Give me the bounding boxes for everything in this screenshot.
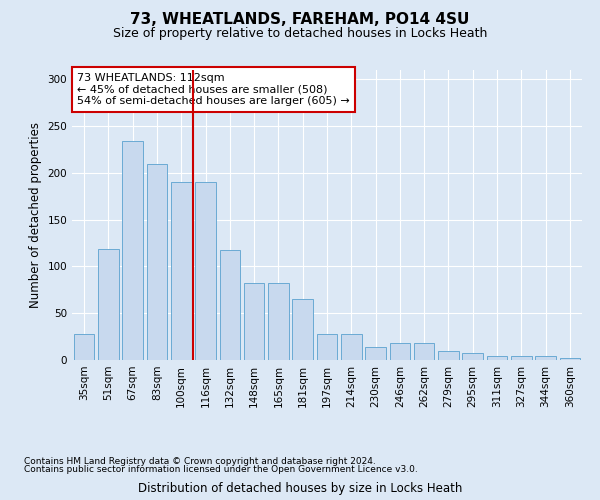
Text: 73 WHEATLANDS: 112sqm
← 45% of detached houses are smaller (508)
54% of semi-det: 73 WHEATLANDS: 112sqm ← 45% of detached …	[77, 73, 350, 106]
Bar	[220, 250, 240, 360]
Bar	[292, 299, 313, 360]
Bar	[341, 334, 362, 360]
Text: Contains public sector information licensed under the Open Government Licence v3: Contains public sector information licen…	[24, 465, 418, 474]
Bar	[317, 334, 337, 360]
Bar	[463, 354, 483, 360]
Bar	[195, 182, 216, 360]
Bar	[511, 356, 532, 360]
Bar	[535, 356, 556, 360]
Bar	[365, 347, 386, 360]
Bar	[244, 284, 265, 360]
Text: Size of property relative to detached houses in Locks Heath: Size of property relative to detached ho…	[113, 28, 487, 40]
Bar	[487, 356, 508, 360]
Text: Contains HM Land Registry data © Crown copyright and database right 2024.: Contains HM Land Registry data © Crown c…	[24, 457, 376, 466]
Y-axis label: Number of detached properties: Number of detached properties	[29, 122, 42, 308]
Bar	[438, 350, 459, 360]
Bar	[122, 141, 143, 360]
Bar	[146, 164, 167, 360]
Bar	[414, 343, 434, 360]
Bar	[98, 248, 119, 360]
Text: 73, WHEATLANDS, FAREHAM, PO14 4SU: 73, WHEATLANDS, FAREHAM, PO14 4SU	[130, 12, 470, 28]
Bar	[268, 284, 289, 360]
Bar	[560, 358, 580, 360]
Bar	[171, 182, 191, 360]
Text: Distribution of detached houses by size in Locks Heath: Distribution of detached houses by size …	[138, 482, 462, 495]
Bar	[74, 334, 94, 360]
Bar	[389, 343, 410, 360]
